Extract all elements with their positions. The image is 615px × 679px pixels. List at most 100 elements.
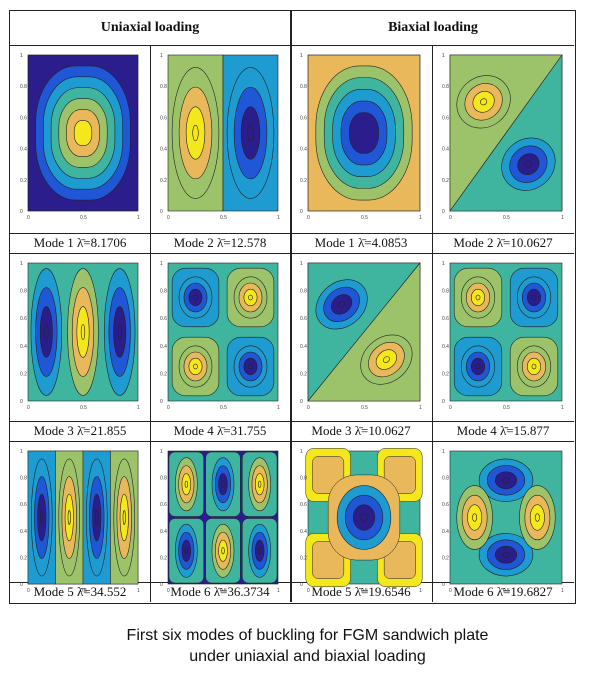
mode-caption: Mode 1 λ̄=4.0853 <box>314 235 408 250</box>
svg-text:0.5: 0.5 <box>361 405 368 411</box>
grid-line <box>10 441 574 442</box>
svg-text:0: 0 <box>160 209 163 215</box>
svg-text:0.4: 0.4 <box>20 147 27 153</box>
svg-text:0.5: 0.5 <box>80 405 87 411</box>
svg-text:1: 1 <box>419 588 422 594</box>
svg-text:0.4: 0.4 <box>20 344 27 350</box>
svg-text:0.8: 0.8 <box>20 84 27 90</box>
mode-caption: Mode 2 λ̄=10.0627 <box>453 235 553 250</box>
svg-text:1: 1 <box>277 405 280 411</box>
header-uniaxial: Uniaxial loading <box>100 20 200 35</box>
svg-text:1: 1 <box>561 588 564 594</box>
svg-text:0: 0 <box>442 399 445 405</box>
svg-text:0.4: 0.4 <box>442 147 449 153</box>
mode-shape-plot: 0 0.2 0.4 0.6 0.8 1 0 0.5 1 <box>16 447 146 603</box>
svg-text:0: 0 <box>307 405 310 411</box>
svg-text:0.4: 0.4 <box>300 147 307 153</box>
mode-shape-plot: 0 0.2 0.4 0.6 0.8 1 0 0.5 1 <box>16 51 146 230</box>
svg-text:1: 1 <box>442 449 445 455</box>
svg-text:0.8: 0.8 <box>442 289 449 295</box>
svg-text:0.2: 0.2 <box>20 371 27 377</box>
mode-caption: Mode 2 λ̄=12.578 <box>173 235 267 250</box>
svg-text:0.2: 0.2 <box>442 555 449 561</box>
svg-text:1: 1 <box>137 215 140 221</box>
svg-text:0: 0 <box>442 582 445 588</box>
figure-caption-line2: under uniaxial and biaxial loading <box>189 648 426 665</box>
svg-text:0.5: 0.5 <box>220 405 227 411</box>
svg-text:0.6: 0.6 <box>442 502 449 508</box>
mode-shape-plot: 0 0.2 0.4 0.6 0.8 1 0 0.5 1 <box>438 447 570 603</box>
mode-shape-plot: 0 0.2 0.4 0.6 0.8 1 0 0.5 1 <box>438 259 570 420</box>
mode-caption: Mode 1 λ̄=8.1706 <box>33 235 127 250</box>
svg-text:0: 0 <box>167 588 170 594</box>
svg-text:0: 0 <box>27 215 30 221</box>
mode-shape-plot: 0 0.2 0.4 0.6 0.8 1 0 0.5 1 <box>156 447 286 603</box>
svg-text:0.2: 0.2 <box>160 555 167 561</box>
svg-text:0.8: 0.8 <box>160 289 167 295</box>
svg-text:0: 0 <box>167 215 170 221</box>
mode-shape-plot: 0 0.2 0.4 0.6 0.8 1 0 0.5 1 <box>438 51 570 230</box>
svg-text:0: 0 <box>442 209 445 215</box>
svg-text:0.8: 0.8 <box>300 289 307 295</box>
figure-caption: First six modes of buckling for FGM sand… <box>0 625 615 667</box>
svg-text:0.6: 0.6 <box>300 316 307 322</box>
svg-text:1: 1 <box>20 261 23 267</box>
svg-text:1: 1 <box>160 261 163 267</box>
svg-text:1: 1 <box>300 449 303 455</box>
svg-text:0.8: 0.8 <box>160 476 167 482</box>
svg-text:0.6: 0.6 <box>20 502 27 508</box>
svg-text:0: 0 <box>449 588 452 594</box>
svg-text:0.8: 0.8 <box>442 476 449 482</box>
mode-shape-plot: 0 0.2 0.4 0.6 0.8 1 0 0.5 1 <box>296 447 428 603</box>
svg-text:1: 1 <box>20 449 23 455</box>
svg-text:0: 0 <box>300 399 303 405</box>
svg-text:0.4: 0.4 <box>300 529 307 535</box>
svg-text:0.5: 0.5 <box>503 215 510 221</box>
header-biaxial: Biaxial loading <box>388 20 478 35</box>
svg-text:0.4: 0.4 <box>442 344 449 350</box>
svg-text:1: 1 <box>20 53 23 59</box>
svg-text:0.6: 0.6 <box>20 115 27 121</box>
svg-text:0.8: 0.8 <box>160 84 167 90</box>
svg-text:1: 1 <box>561 405 564 411</box>
grid-line <box>10 421 574 422</box>
grid-line <box>10 253 574 254</box>
mode-caption: Mode 4 λ̄=31.755 <box>173 423 267 438</box>
grid-line <box>290 11 292 602</box>
svg-text:0.8: 0.8 <box>300 84 307 90</box>
svg-text:0.4: 0.4 <box>442 529 449 535</box>
svg-text:1: 1 <box>419 215 422 221</box>
svg-text:0: 0 <box>167 405 170 411</box>
svg-text:0: 0 <box>20 582 23 588</box>
mode-shape-plot: 0 0.2 0.4 0.6 0.8 1 0 0.5 1 <box>296 51 428 230</box>
svg-text:0.2: 0.2 <box>300 555 307 561</box>
svg-text:1: 1 <box>277 215 280 221</box>
grid-line <box>150 45 151 602</box>
svg-text:0.8: 0.8 <box>300 476 307 482</box>
svg-text:0: 0 <box>449 405 452 411</box>
svg-text:0: 0 <box>27 405 30 411</box>
svg-text:1: 1 <box>300 261 303 267</box>
svg-text:0: 0 <box>300 582 303 588</box>
svg-text:0.5: 0.5 <box>80 215 87 221</box>
svg-text:0.5: 0.5 <box>80 588 87 594</box>
svg-text:0: 0 <box>300 209 303 215</box>
svg-text:1: 1 <box>137 588 140 594</box>
svg-text:1: 1 <box>160 449 163 455</box>
mode-shape-plot: 0 0.2 0.4 0.6 0.8 1 0 0.5 1 <box>296 259 428 420</box>
svg-text:0.5: 0.5 <box>220 588 227 594</box>
svg-text:0: 0 <box>307 215 310 221</box>
svg-text:0.5: 0.5 <box>503 405 510 411</box>
mode-shape-plot: 0 0.2 0.4 0.6 0.8 1 0 0.5 1 <box>16 259 146 420</box>
svg-text:0.2: 0.2 <box>160 371 167 377</box>
svg-text:1: 1 <box>442 261 445 267</box>
mode-caption: Mode 6 λ̄=36.3734 <box>170 584 270 599</box>
svg-text:0.6: 0.6 <box>442 115 449 121</box>
svg-text:1: 1 <box>300 53 303 59</box>
svg-text:0.6: 0.6 <box>20 316 27 322</box>
svg-text:1: 1 <box>277 588 280 594</box>
mode-caption: Mode 3 λ̄=10.0627 <box>311 423 411 438</box>
mode-caption: Mode 5 λ̄=19.6546 <box>311 584 411 599</box>
svg-text:0.5: 0.5 <box>361 588 368 594</box>
svg-text:0.5: 0.5 <box>503 588 510 594</box>
